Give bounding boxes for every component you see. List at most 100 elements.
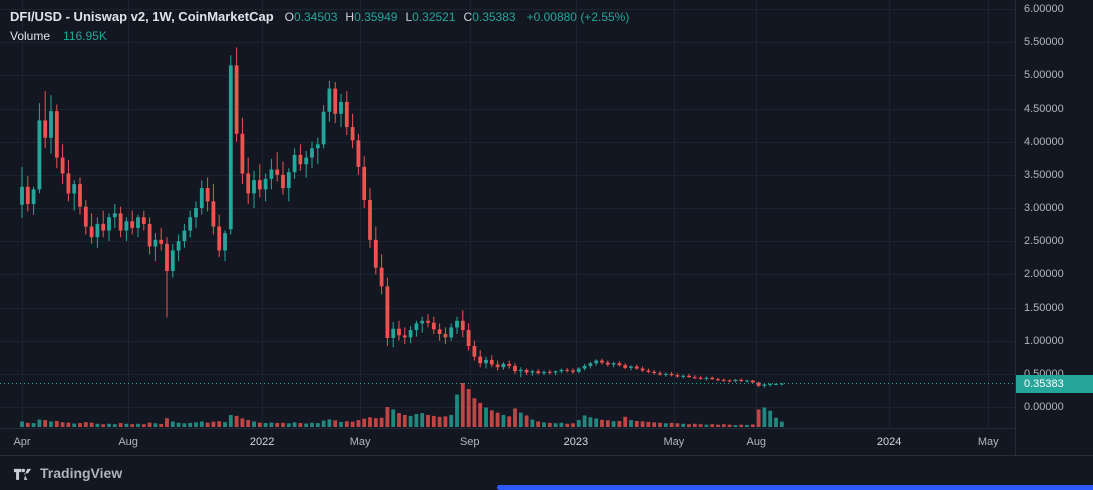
candle-body (310, 148, 314, 158)
price-axis-label: 3.00000 (1024, 202, 1064, 214)
time-axis-label: Apr (13, 436, 31, 448)
candle-body (43, 120, 48, 138)
candle-body (547, 371, 552, 373)
price-axis-label: 5.00000 (1024, 69, 1064, 82)
volume-bar (234, 415, 239, 427)
price-axis[interactable]: 0.35383 6.00000 5.50000 5.00000 4.50000 4.00… (1015, 0, 1093, 455)
candle-body (397, 328, 401, 336)
volume-bar (565, 423, 570, 427)
volume-bar (344, 421, 349, 427)
candle-body (687, 375, 691, 378)
volume-bar (692, 423, 697, 427)
volume-bar (414, 414, 419, 427)
candle-body (182, 230, 187, 242)
candle-body (298, 154, 303, 165)
candle-body (623, 365, 628, 368)
candle-body (640, 368, 645, 371)
time-axis-label: May (977, 436, 999, 448)
time-axis-label: Sep (459, 436, 480, 448)
chart-canvas[interactable] (0, 0, 1015, 428)
price-axis-label: 1.50000 (1024, 301, 1064, 314)
candle-body (49, 111, 53, 138)
volume-bar (426, 414, 430, 427)
tradingview-logo-icon[interactable] (13, 465, 32, 481)
candle-body (205, 188, 210, 202)
candle-body (31, 189, 36, 205)
candle-body (524, 369, 529, 373)
volume-bar (333, 420, 338, 427)
volume-bar (698, 424, 703, 427)
candle-body (356, 140, 361, 167)
candle-body (124, 221, 129, 231)
volume-bar (663, 423, 668, 427)
time-axis[interactable]: Apr Aug 2022 May Sep 2023 May Aug 2024 May (0, 428, 1015, 455)
volume-bar (304, 423, 309, 427)
candle-body (721, 379, 726, 381)
volume-bar (640, 421, 645, 427)
volume-bar (263, 423, 268, 427)
horizontal-scrollbar-thumb[interactable] (497, 485, 1093, 490)
volume-bar (107, 423, 111, 427)
candle-body (443, 334, 448, 338)
volume-bar (472, 398, 477, 427)
volume-bar (281, 422, 285, 427)
volume-bar (43, 420, 48, 427)
time-axis-label: 2022 (249, 436, 275, 448)
candle-body (263, 178, 268, 190)
candle-body (530, 371, 535, 373)
volume-bar (774, 417, 778, 427)
volume-bar (321, 420, 326, 427)
volume-bar (228, 414, 233, 427)
volume-bar (478, 402, 483, 427)
chart-plot-area[interactable]: DFI/USD - Uniswap v2, 1W, CoinMarketCap … (0, 0, 1015, 428)
candle-body (153, 239, 158, 247)
candle-body (194, 208, 198, 218)
legend-row-symbol: DFI/USD - Uniswap v2, 1W, CoinMarketCap … (10, 7, 629, 27)
volume-bar (600, 419, 604, 427)
volume-label[interactable]: Volume (10, 29, 51, 43)
volume-bars (20, 383, 784, 427)
candle-body (66, 173, 71, 194)
time-axis-label: 2024 (876, 436, 902, 448)
volume-bar (211, 421, 216, 427)
volume-bar (536, 421, 541, 427)
candle-body (408, 330, 413, 338)
candle-body (170, 250, 175, 272)
candle-body (588, 363, 593, 366)
candle-body (217, 226, 222, 251)
ohlc-value-l: L0.32521 (405, 10, 456, 24)
candle-body (211, 201, 216, 227)
volume-bar (246, 420, 251, 427)
volume-bar (327, 419, 332, 427)
candle-body (681, 375, 686, 377)
volume-bar (25, 422, 30, 427)
volume-bar (727, 424, 732, 427)
volume-bar (623, 416, 628, 427)
candle-body (414, 323, 419, 331)
ohlc-value-o: O0.34503 (284, 10, 338, 24)
symbol-title[interactable]: DFI/USD - Uniswap v2, 1W, CoinMarketCap (10, 9, 274, 24)
candle-body (756, 382, 761, 386)
candle-body (745, 380, 749, 382)
volume-bar (617, 420, 622, 427)
volume-bar (339, 421, 343, 427)
volume-bar (31, 423, 36, 427)
volume-bar (20, 421, 24, 427)
candles (20, 47, 784, 388)
candle-body (234, 65, 239, 134)
volume-bar (54, 420, 59, 427)
tradingview-wordmark[interactable]: TradingView (40, 465, 123, 481)
volume-bar (373, 418, 378, 427)
volume-value: 116.95K (63, 29, 107, 43)
candle-body (478, 356, 483, 364)
volume-bar (553, 423, 558, 427)
candle-body (507, 363, 512, 366)
candle-body (692, 377, 697, 379)
time-axis-label: Aug (118, 436, 138, 448)
candle-body (89, 226, 94, 238)
candle-body (779, 383, 784, 385)
volume-bar (252, 421, 256, 427)
volume-bar (159, 423, 164, 427)
volume-bar (66, 422, 71, 427)
candle-body (762, 384, 767, 386)
